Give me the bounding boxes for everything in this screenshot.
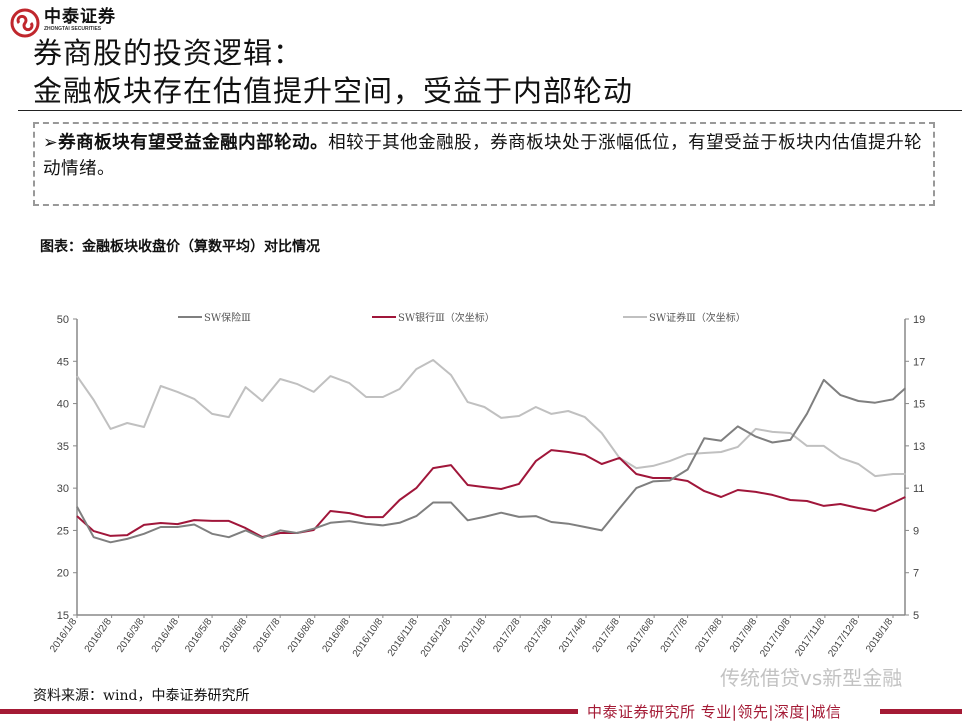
x-tick-label: 2016/4/8 (150, 616, 182, 655)
x-tick-label: 2016/5/8 (183, 616, 215, 655)
x-tick-label: 2016/6/8 (218, 616, 250, 655)
y-left-tick-label: 30 (57, 483, 69, 495)
x-tick-label: 2017/2/8 (491, 616, 523, 655)
y-left-tick-label: 20 (57, 568, 69, 580)
y-right-tick-label: 11 (913, 483, 924, 495)
page-title-line2: 金融板块存在估值提升空间，受益于内部轮动 (33, 74, 634, 108)
x-tick-label: 2017/7/8 (659, 616, 691, 655)
x-tick-label: 2017/12/8 (826, 616, 861, 659)
series-line-1 (76, 378, 906, 544)
logo-emblem-icon (10, 8, 40, 38)
x-tick-label: 2016/10/8 (351, 616, 386, 659)
x-tick-label: 2017/3/8 (523, 616, 555, 655)
x-tick-label: 2016/3/8 (115, 616, 147, 655)
bullet-icon: ➢ (43, 133, 59, 153)
legend-label: SW证券Ⅲ（次坐标） (649, 311, 746, 324)
x-tick-label: 2016/8/8 (286, 616, 318, 655)
x-tick-label: 2016/2/8 (83, 616, 115, 655)
x-tick-label: 2017/4/8 (557, 616, 589, 655)
summary-text: ➢券商板块有望受益金融内部轮动。相较于其他金融股，券商板块处于涨幅低位，有望受益… (43, 130, 927, 182)
x-tick-label: 2016/9/8 (320, 616, 352, 655)
title-divider (18, 110, 962, 111)
y-left-tick-label: 15 (57, 610, 69, 622)
x-tick-label: 2017/5/8 (591, 616, 623, 655)
series-line-2 (76, 449, 906, 538)
x-tick-label: 2017/11/8 (793, 616, 827, 659)
x-tick-label: 2017/9/8 (728, 616, 760, 655)
y-right-tick-label: 19 (913, 314, 925, 326)
x-tick-label: 2016/7/8 (251, 616, 283, 655)
x-tick-label: 2016/11/8 (386, 616, 420, 659)
watermark: 传统借贷vs新型金融 (720, 666, 903, 690)
x-tick-label: 2017/1/8 (457, 616, 489, 655)
footer-slogan: 中泰证券研究所 专业|领先|深度|诚信 (583, 701, 846, 722)
x-tick-label: 2018/1/8 (864, 616, 896, 655)
x-tick-label: 2017/10/8 (758, 616, 793, 659)
page-title-line1: 券商股的投资逻辑： (33, 36, 304, 70)
y-left-tick-label: 45 (57, 356, 69, 368)
legend-label: SW银行Ⅲ（次坐标） (398, 311, 495, 324)
summary-box: ➢券商板块有望受益金融内部轮动。相较于其他金融股，券商板块处于涨幅低位，有望受益… (33, 122, 935, 206)
company-logo: 中泰证券 ZHONGTAI SECURITIES (10, 8, 116, 38)
y-left-tick-label: 25 (57, 525, 69, 537)
x-tick-label: 2016/12/8 (419, 616, 454, 659)
footer-bar-left (0, 709, 578, 714)
summary-body: 相较于其他金融股，券商板块处于涨幅低位，有望受益于板块内估值提升轮动情绪。 (43, 133, 923, 179)
logo-name: 中泰证券 (44, 7, 116, 27)
y-right-tick-label: 5 (913, 610, 919, 622)
y-left-tick-label: 50 (57, 314, 69, 326)
source-note: 资料来源：wind，中泰证券研究所 (33, 688, 250, 704)
legend-label: SW保险Ⅲ (204, 311, 251, 324)
footer-bar-right (880, 709, 962, 714)
y-right-tick-label: 17 (913, 356, 925, 368)
logo-english: ZHONGTAI SECURITIES (44, 26, 102, 32)
y-right-tick-label: 9 (913, 525, 919, 537)
y-left-tick-label: 35 (57, 441, 69, 453)
chart-caption: 图表：金融板块收盘价（算数平均）对比情况 (40, 239, 320, 255)
y-right-tick-label: 7 (913, 568, 919, 580)
y-right-tick-label: 13 (913, 441, 925, 453)
summary-bold: 券商板块有望受益金融内部轮动。 (58, 133, 329, 153)
series-line-3 (76, 359, 906, 478)
x-tick-label: 2017/8/8 (693, 616, 725, 655)
x-tick-label: 2017/6/8 (625, 616, 657, 655)
y-left-tick-label: 40 (57, 399, 69, 411)
y-right-tick-label: 15 (913, 399, 925, 411)
